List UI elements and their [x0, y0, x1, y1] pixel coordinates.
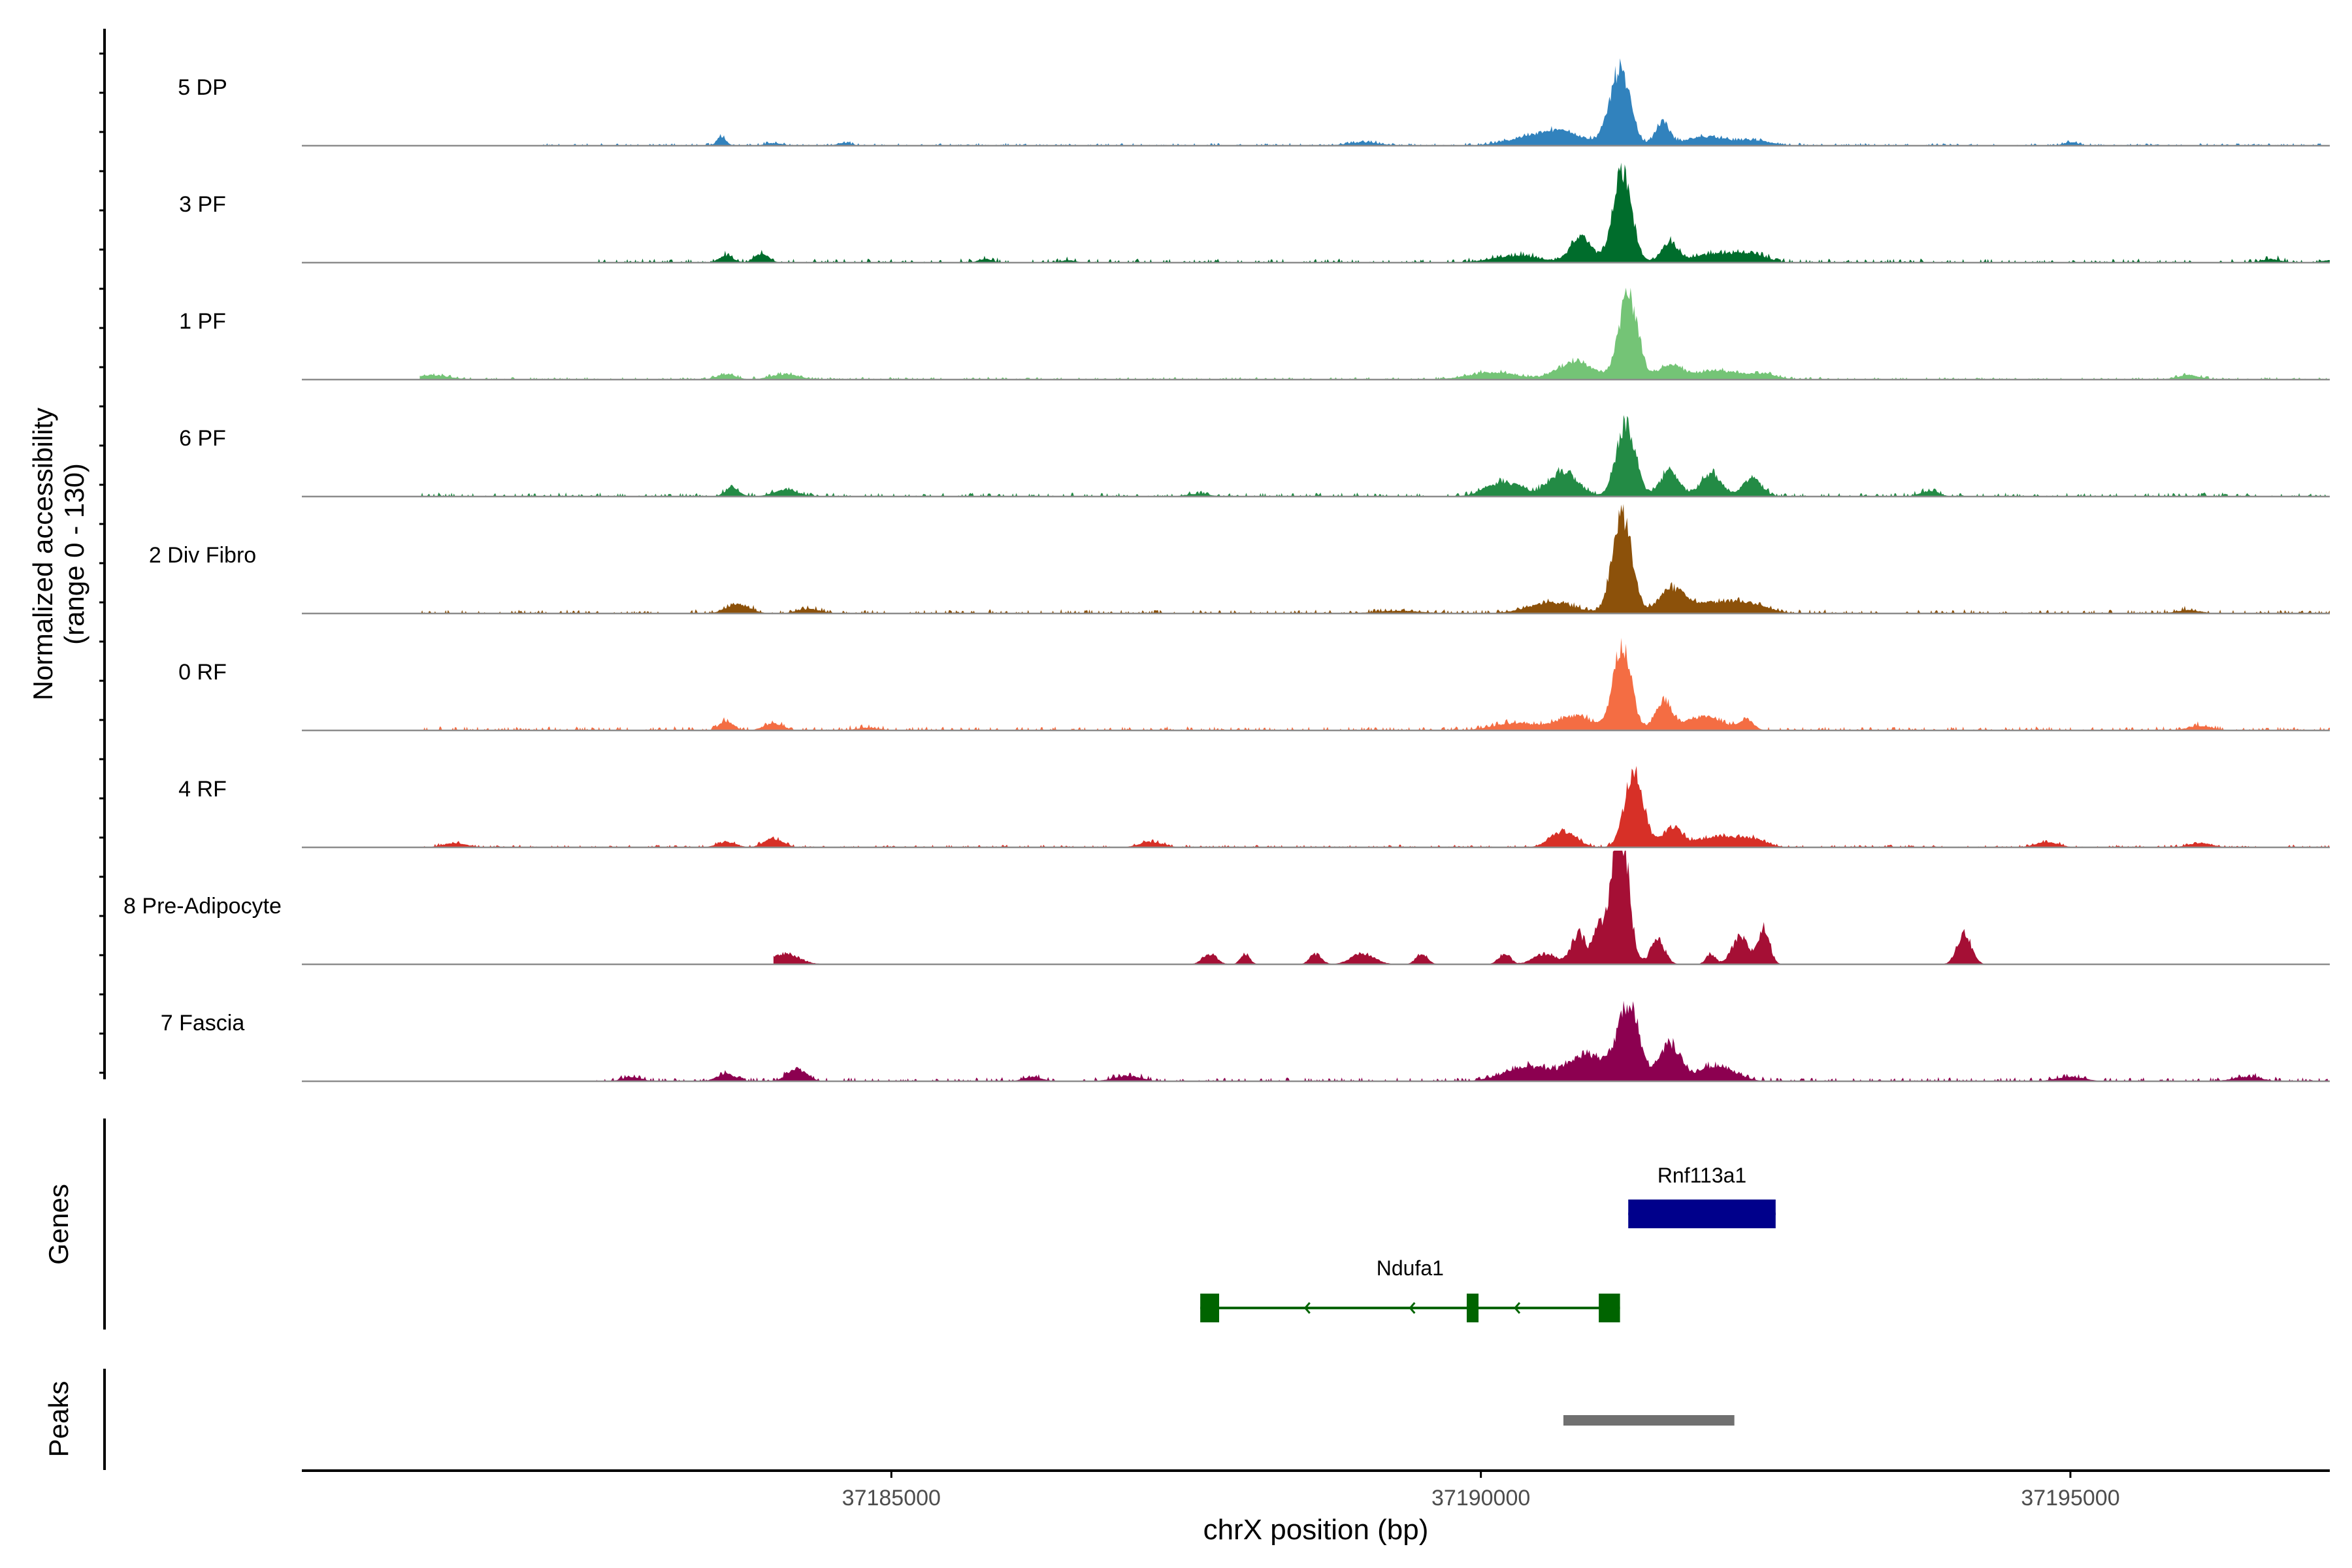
- gene-track: Rnf113a1 Ndufa1: [1200, 1164, 1776, 1322]
- track-label: 2 Div Fibro: [149, 543, 256, 568]
- track-label: 4 RF: [178, 777, 227, 802]
- track-label: 3 PF: [179, 192, 226, 217]
- gene-exon: [1200, 1294, 1220, 1322]
- track-label: 6 PF: [179, 426, 226, 451]
- peak-region: [1563, 1415, 1735, 1426]
- coverage-tracks: 5 DP 3 PF 1 PF 6 PF 2 Div Fibro 0 RF 4 RF 8 Pre…: [123, 58, 2330, 1083]
- track-5-dp: 5 DP: [178, 58, 2330, 147]
- track-7-fascia: 7 Fascia: [161, 1000, 2330, 1083]
- gene-exon: [1599, 1294, 1620, 1322]
- strand-arrow: [1303, 1302, 1311, 1314]
- peak-track: [1563, 1415, 1735, 1426]
- gene-name: Rnf113a1: [1658, 1164, 1746, 1187]
- x-tick-label: 37190000: [1431, 1486, 1530, 1511]
- coverage-area: [419, 638, 2330, 730]
- coverage-area: [419, 504, 2330, 613]
- peaks-track-label: Peaks: [43, 1381, 74, 1458]
- gene-ndufa1: Ndufa1: [1200, 1256, 1620, 1322]
- coverage-area: [596, 162, 2330, 263]
- track-label: 1 PF: [179, 309, 226, 334]
- x-axis-title: chrX position (bp): [1203, 1514, 1429, 1546]
- track-0-rf: 0 RF: [178, 638, 2330, 732]
- track-1-pf: 1 PF: [179, 287, 2330, 381]
- genes-track-label: Genes: [43, 1184, 74, 1265]
- gene-rnf113a1: Rnf113a1: [1628, 1164, 1776, 1228]
- strand-arrow: [1409, 1302, 1416, 1314]
- track-label: 8 Pre-Adipocyte: [123, 894, 282, 919]
- gene-name: Ndufa1: [1377, 1256, 1444, 1280]
- gene-exon: [1466, 1294, 1479, 1322]
- strand-arrow: [1513, 1302, 1521, 1314]
- track-8-pre-adipocyte: 8 Pre-Adipocyte: [123, 851, 2330, 966]
- coverage-area: [419, 415, 2330, 497]
- x-tick-label: 37195000: [2021, 1486, 2119, 1511]
- track-label: 0 RF: [178, 660, 227, 685]
- track-2-div-fibro: 2 Div Fibro: [149, 504, 2330, 615]
- track-label: 7 Fascia: [161, 1011, 245, 1036]
- y-axis-title-main: Normalized accessibility: [27, 408, 58, 700]
- y-axis-title: Normalized accessibility (range 0 - 130): [27, 408, 90, 700]
- y-axis-title-range: (range 0 - 130): [59, 463, 90, 645]
- coverage-area: [596, 1000, 2330, 1081]
- track-3-pf: 3 PF: [179, 162, 2330, 264]
- track-4-rf: 4 RF: [178, 766, 2330, 849]
- x-axis-ticks: 37185000 37190000 37195000: [842, 1471, 2120, 1511]
- coverage-area: [537, 58, 2330, 146]
- gene-exon: [1628, 1200, 1776, 1228]
- x-tick-label: 37185000: [842, 1486, 941, 1511]
- track-6-pf: 6 PF: [179, 415, 2330, 498]
- track-label: 5 DP: [178, 75, 227, 100]
- coverage-area: [419, 287, 2330, 380]
- coverage-y-ticks: [99, 52, 105, 1074]
- coverage-area: [773, 851, 2330, 964]
- coverage-area: [419, 766, 2330, 847]
